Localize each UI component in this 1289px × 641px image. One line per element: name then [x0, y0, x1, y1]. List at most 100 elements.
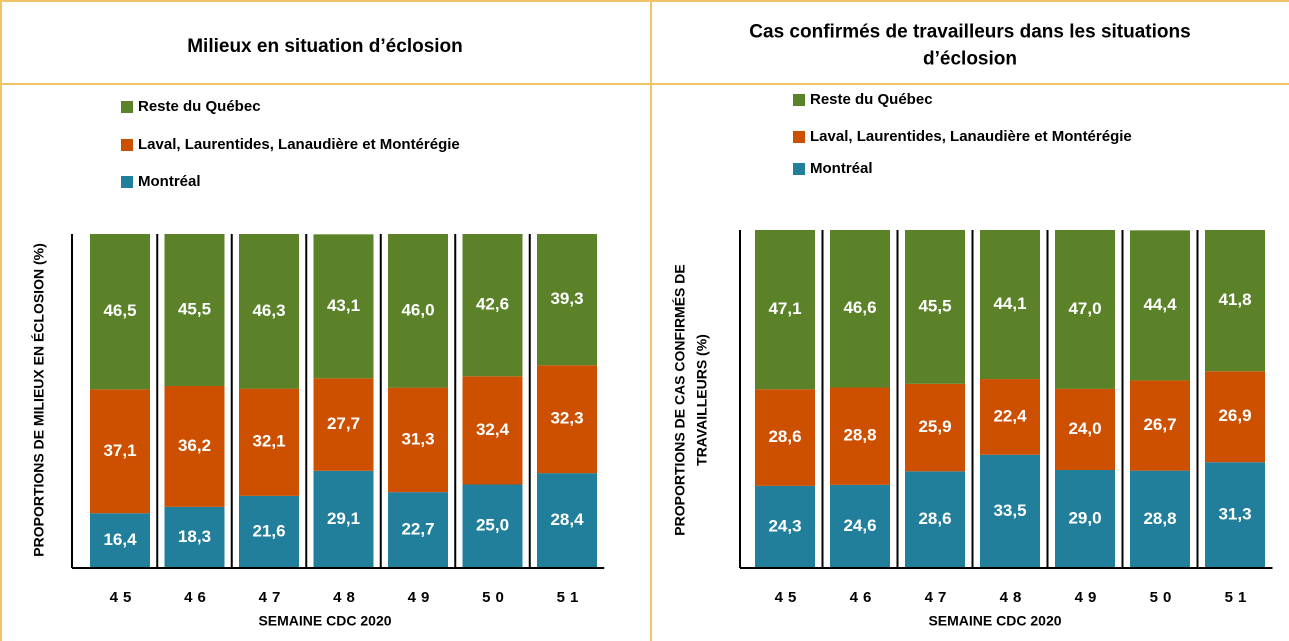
bar-segment [239, 234, 299, 389]
bar-segment [980, 454, 1040, 568]
bar-segment [164, 385, 225, 507]
bar-segment [905, 471, 965, 568]
legend-label: Laval, Laurentides, Lanaudière et Montér… [138, 136, 460, 153]
bar-segment [980, 379, 1040, 455]
chart-title: d’éclosion [923, 49, 1017, 70]
bar-segment [1130, 230, 1190, 381]
legend-swatch [121, 176, 133, 188]
bar-segment [755, 485, 815, 568]
data-label: 27,7 [327, 414, 360, 433]
data-label: 33,5 [993, 501, 1026, 520]
data-label: 28,6 [918, 509, 951, 528]
bar-segment [388, 234, 448, 388]
data-label: 24,0 [1068, 419, 1101, 438]
bar-segment [755, 230, 815, 390]
data-label: 39,3 [550, 289, 583, 308]
legend-label: Reste du Québec [138, 98, 261, 115]
data-label: 31,3 [401, 429, 434, 448]
data-label: 24,3 [768, 516, 801, 535]
x-tick-label: 47 [925, 589, 952, 606]
data-label: 46,6 [843, 298, 876, 317]
data-label: 32,3 [550, 409, 583, 428]
bar-segment [239, 388, 299, 496]
data-label: 43,1 [327, 296, 360, 315]
data-label: 46,3 [252, 301, 285, 320]
bar-segment [830, 230, 890, 388]
bar-segment [313, 234, 374, 379]
data-label: 26,7 [1143, 415, 1176, 434]
bar-segment [905, 230, 965, 384]
bar-segment [537, 365, 597, 474]
bar-segment [462, 484, 523, 568]
legend-label: Laval, Laurentides, Lanaudière et Montér… [810, 128, 1132, 145]
bar-segment [90, 513, 150, 568]
bar-segment [239, 495, 299, 568]
data-label: 47,1 [768, 299, 801, 318]
data-label: 25,0 [476, 516, 509, 535]
data-label: 26,9 [1218, 406, 1251, 425]
x-tick-label: 48 [1000, 589, 1027, 606]
bar-segment [980, 230, 1040, 380]
bar-segment [462, 376, 523, 485]
data-label: 22,4 [993, 406, 1027, 425]
legend-swatch [793, 163, 805, 175]
data-label: 44,4 [1143, 295, 1177, 314]
bar-segment [1130, 380, 1190, 471]
y-axis-label: PROPORTIONS DE CAS CONFIRMÉS DE [672, 264, 688, 535]
data-label: 36,2 [178, 436, 211, 455]
x-tick-label: 50 [1150, 589, 1177, 606]
x-tick-label: 48 [333, 589, 360, 606]
bar-segment [90, 234, 150, 390]
bar-segment [313, 378, 374, 471]
data-label: 32,4 [476, 420, 510, 439]
data-label: 16,4 [103, 530, 137, 549]
x-tick-label: 45 [110, 589, 137, 606]
data-label: 24,6 [843, 516, 876, 535]
legend-swatch [121, 101, 133, 113]
bar-segment [1205, 230, 1265, 372]
data-label: 28,8 [1143, 509, 1176, 528]
bar-segment [313, 470, 374, 568]
bar-segment [830, 484, 890, 568]
data-label: 18,3 [178, 527, 211, 546]
x-tick-label: 50 [482, 589, 509, 606]
bar-segment [537, 234, 597, 366]
data-label: 25,9 [918, 417, 951, 436]
data-label: 45,5 [178, 299, 211, 318]
x-tick-label: 49 [408, 589, 435, 606]
y-axis-label: PROPORTIONS DE MILIEUX EN ÉCLOSION (%) [31, 243, 47, 556]
data-label: 28,8 [843, 426, 876, 445]
data-label: 47,0 [1068, 299, 1101, 318]
x-tick-label: 46 [184, 589, 211, 606]
bar-segment [388, 387, 448, 493]
bar-segment [905, 383, 965, 472]
bar-segment [1130, 470, 1190, 568]
x-tick-label: 47 [259, 589, 286, 606]
legend-swatch [793, 94, 805, 106]
bar-segment [164, 234, 225, 386]
x-tick-label: 51 [1225, 589, 1252, 606]
bar-segment [1055, 230, 1115, 389]
data-label: 42,6 [476, 295, 509, 314]
bar-segment [1205, 462, 1265, 568]
chart-title: Milieux en situation d’éclosion [187, 36, 463, 57]
data-label: 45,5 [918, 296, 951, 315]
chart-title: Cas confirmés de travailleurs dans les s… [749, 22, 1190, 43]
data-label: 37,1 [103, 441, 136, 460]
data-label: 22,7 [401, 520, 434, 539]
x-tick-label: 51 [557, 589, 584, 606]
data-label: 44,1 [993, 294, 1026, 313]
x-tick-label: 45 [775, 589, 802, 606]
bar-segment [537, 473, 597, 568]
bar-segment [1055, 469, 1115, 568]
bar-segment [755, 389, 815, 486]
legend-label: Reste du Québec [810, 91, 933, 108]
data-label: 28,6 [768, 427, 801, 446]
data-label: 29,1 [327, 509, 360, 528]
data-label: 32,1 [252, 432, 285, 451]
x-tick-label: 46 [850, 589, 877, 606]
legend-swatch [793, 131, 805, 143]
bar-segment [462, 234, 523, 377]
legend-label: Montréal [810, 160, 873, 177]
